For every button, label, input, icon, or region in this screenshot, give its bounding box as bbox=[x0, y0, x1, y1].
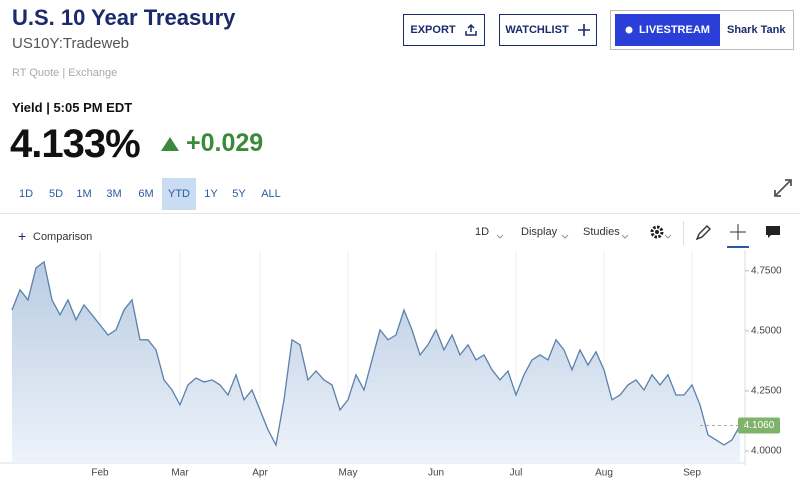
x-tick-label: Aug bbox=[595, 468, 613, 479]
watchlist-button[interactable]: WATCHLIST bbox=[499, 14, 597, 46]
draw-icon[interactable] bbox=[694, 224, 712, 242]
range-button[interactable]: 3M bbox=[106, 188, 122, 200]
live-dot bbox=[625, 26, 633, 34]
x-tick-label: Jul bbox=[510, 468, 523, 479]
x-tick-label: Sep bbox=[683, 468, 701, 479]
export-button[interactable]: EXPORT bbox=[403, 14, 485, 46]
display-select[interactable]: Display bbox=[521, 226, 558, 238]
range-button[interactable]: ALL bbox=[261, 188, 281, 200]
title: U.S. 10 Year Treasury bbox=[12, 5, 236, 30]
range-button[interactable]: 1M bbox=[76, 188, 92, 200]
line bbox=[11, 260, 741, 447]
x-tick-label: Apr bbox=[252, 468, 268, 479]
range-button[interactable]: 1D bbox=[18, 188, 34, 200]
current-label: 4.1060 bbox=[744, 420, 775, 431]
range-button[interactable]: 5Y bbox=[232, 188, 246, 200]
expand-icon[interactable] bbox=[772, 177, 794, 199]
y-tick-label: 4.7500 bbox=[751, 265, 782, 276]
y-tick-label: 4.0000 bbox=[751, 446, 782, 457]
divider bbox=[0, 213, 800, 214]
up-arrow bbox=[161, 137, 179, 151]
studies-select[interactable]: Studies bbox=[583, 226, 620, 238]
plus-icon bbox=[577, 24, 590, 36]
y-tick-label: 4.5000 bbox=[751, 326, 782, 337]
range-button[interactable]: 6M bbox=[138, 188, 154, 200]
x-tick-label: Feb bbox=[91, 468, 109, 479]
plus: + bbox=[18, 228, 27, 244]
comment-icon[interactable] bbox=[765, 225, 781, 239]
range-button[interactable]: 5D bbox=[48, 188, 64, 200]
x-tick-label: May bbox=[339, 468, 358, 479]
x-tick-label: Mar bbox=[171, 468, 189, 479]
quote-label: Yield | 5:05 PM EDT bbox=[12, 100, 133, 115]
area bbox=[12, 261, 740, 463]
interval-select[interactable]: 1D bbox=[475, 226, 490, 238]
chevrons bbox=[496, 234, 672, 239]
settings-icon[interactable] bbox=[649, 224, 665, 240]
price: 4.133% bbox=[10, 122, 141, 166]
button-label: EXPORT bbox=[410, 24, 456, 36]
range-button[interactable]: 1Y bbox=[204, 188, 218, 200]
change: +0.029 bbox=[186, 129, 264, 157]
export-icon bbox=[464, 23, 477, 36]
comparison-button[interactable]: Comparison bbox=[33, 231, 93, 243]
current-badge bbox=[738, 417, 780, 434]
button-label: LIVESTREAM bbox=[639, 24, 710, 36]
x-tick-label: Jun bbox=[428, 468, 444, 479]
crosshair-icon[interactable] bbox=[727, 222, 749, 248]
symbol: US10Y:Tradeweb bbox=[12, 35, 130, 52]
source: RT Quote | Exchange bbox=[12, 67, 118, 79]
button-label: WATCHLIST bbox=[505, 24, 569, 36]
live-box bbox=[610, 10, 794, 50]
livestream-button[interactable]: LIVESTREAM bbox=[615, 14, 720, 46]
show-link[interactable]: Shark Tank bbox=[727, 24, 786, 36]
range-button[interactable]: YTD bbox=[162, 178, 196, 210]
chart: Feb Mar Apr May Jun Jul Aug Sep 4.0000 4.2500 4.50… bbox=[0, 250, 782, 479]
y-tick-label: 4.2500 bbox=[751, 386, 782, 397]
separator bbox=[683, 221, 684, 245]
